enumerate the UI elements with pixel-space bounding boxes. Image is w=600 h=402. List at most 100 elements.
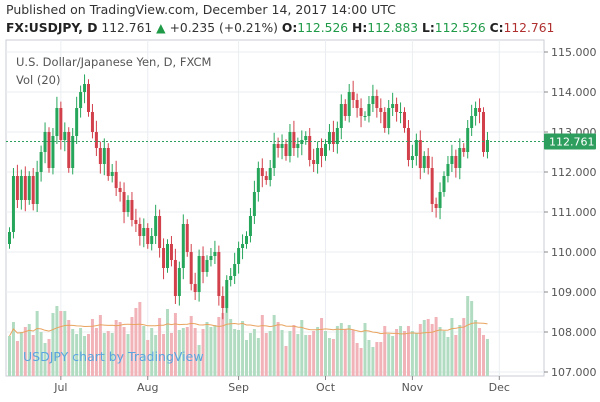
volume-bar (320, 318, 324, 376)
candle-body (418, 140, 422, 168)
candle-body (458, 148, 462, 168)
candle-body (23, 176, 27, 200)
candle-body (138, 224, 142, 236)
volume-bar (47, 339, 51, 376)
candle-body (185, 224, 189, 252)
volume-bar (288, 331, 292, 376)
volume-bar (19, 332, 23, 376)
high-label: H: (352, 21, 368, 35)
volume-bar (237, 330, 241, 376)
y-tick-label: 109.000 (551, 286, 597, 299)
volume-bar (221, 313, 225, 376)
candle-body (154, 216, 158, 236)
volume-bar (316, 327, 320, 376)
published-note: Published on TradingView.com, December 1… (6, 2, 396, 17)
volume-bar (130, 317, 134, 376)
price-axis[interactable]: 115.000114.000113.000112.000111.000110.0… (544, 46, 597, 379)
candle-body (272, 144, 276, 168)
time-axis[interactable]: Jul Aug Sep Oct Nov Dec (53, 376, 510, 394)
candle-body (410, 156, 414, 160)
volume-bar (225, 308, 229, 376)
candle-body (122, 192, 126, 212)
candle-body (312, 160, 316, 164)
volume-bar (177, 330, 181, 376)
volume-bar (379, 342, 383, 376)
volume-bar (110, 333, 114, 376)
open-value: 112.526 (297, 21, 349, 35)
volume-bar (87, 334, 90, 376)
candle-body (169, 244, 173, 260)
candle-body (379, 108, 383, 112)
volume-bar (406, 326, 410, 376)
candle-body (31, 176, 35, 204)
candle-body (268, 168, 272, 180)
candle-body (260, 168, 264, 176)
candle-body (213, 252, 217, 256)
candle-body (395, 104, 399, 112)
candle-body (158, 216, 162, 248)
volume-bar (485, 339, 489, 376)
candle-body (205, 260, 209, 272)
volume-bar (343, 329, 347, 376)
volume-bar (466, 296, 470, 376)
volume-bar (470, 301, 474, 376)
candle-body (142, 228, 146, 236)
volume-bar (146, 340, 150, 376)
volume-bar (276, 322, 280, 376)
candle-body (252, 192, 256, 216)
volume-bar (63, 311, 67, 376)
volume-bar (434, 317, 438, 376)
volume-bar (122, 327, 126, 376)
volume-bar (118, 322, 122, 376)
volume-bar (102, 333, 106, 376)
volume-bar (55, 306, 59, 376)
candlestick-series (8, 74, 489, 320)
candle-body (106, 148, 110, 176)
candle-body (87, 84, 90, 112)
candle-body (114, 172, 118, 188)
candle-body (181, 224, 185, 268)
candle-body (90, 112, 94, 132)
volume-bar (138, 302, 142, 376)
candle-body (201, 256, 205, 272)
volume-bar (462, 318, 466, 376)
candle-body (189, 252, 193, 284)
candle-body (237, 248, 241, 264)
candle-body (414, 140, 418, 156)
candle-body (11, 176, 15, 232)
volume-bar (331, 339, 335, 376)
volume-bar (371, 347, 375, 376)
candle-body (434, 204, 438, 208)
volume-bar (59, 311, 63, 376)
volume-bar (150, 328, 154, 376)
volume-bars (8, 296, 489, 376)
volume-bar (387, 334, 391, 376)
candle-body (233, 264, 237, 276)
candle-body (438, 192, 442, 208)
volume-bar (474, 320, 478, 376)
candle-body (43, 132, 47, 152)
candle-body (391, 104, 395, 108)
volume-bar (27, 324, 31, 376)
candle-body (59, 108, 63, 140)
candle-body (130, 200, 134, 220)
grid-lines (6, 40, 544, 376)
volume-bar (114, 320, 118, 376)
volume-bar (355, 343, 359, 376)
volume-bar (399, 326, 403, 376)
x-tick-label: Aug (137, 381, 158, 394)
candle-body (351, 92, 355, 100)
volume-bar (351, 330, 355, 376)
volume-bar (43, 343, 47, 376)
candle-body (320, 148, 324, 156)
candle-body (474, 108, 478, 116)
volume-bar (284, 346, 288, 376)
candle-body (229, 276, 233, 280)
volume-bar (209, 327, 213, 376)
volume-bar (363, 323, 367, 376)
volume-bar (260, 315, 264, 376)
volume-bar (454, 335, 458, 376)
volume-bar (201, 329, 205, 376)
